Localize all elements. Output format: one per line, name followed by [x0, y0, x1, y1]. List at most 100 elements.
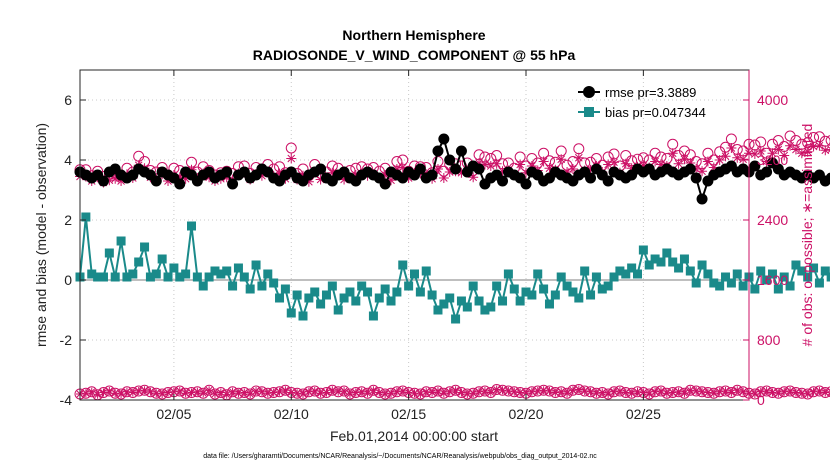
low-assimilated-point: [727, 388, 736, 397]
low-assimilated-point: [345, 390, 354, 398]
low-assimilated-point: [111, 389, 120, 398]
rmse-point: [174, 178, 186, 190]
low-possible-point: [485, 387, 497, 398]
bias-point: [145, 272, 155, 282]
bias-point: [116, 236, 126, 246]
bias-point: [251, 260, 261, 270]
bias-point: [204, 272, 214, 282]
bias-point: [767, 269, 777, 279]
assimilated-obs-point: [667, 148, 678, 159]
y-tick-label-left: -2: [60, 332, 73, 348]
bias-point: [433, 305, 443, 315]
low-assimilated-point: [205, 386, 214, 395]
low-assimilated-point: [193, 387, 202, 396]
low-assimilated-point: [128, 388, 137, 397]
y-tick-label-right: 2400: [757, 212, 788, 228]
low-assimilated-point: [768, 388, 777, 397]
rmse-point: [690, 172, 702, 184]
y-tick-label-left: 6: [64, 92, 72, 108]
low-assimilated-point: [93, 390, 102, 399]
low-assimilated-point: [87, 387, 96, 396]
bias-point: [87, 269, 97, 279]
bias-point: [474, 296, 484, 306]
legend-rmse-label: rmse pr=3.3889: [605, 85, 696, 100]
assimilated-obs-point: [691, 164, 702, 174]
low-possible-point: [367, 384, 379, 396]
assimilated-obs-point: [702, 156, 713, 167]
low-assimilated-point: [486, 388, 495, 397]
bias-point: [809, 263, 819, 273]
low-assimilated-point: [164, 388, 173, 397]
rmse-point: [315, 163, 327, 175]
footnote: data file: /Users/gharamti/Documents/NCA…: [203, 453, 597, 460]
low-assimilated-point: [451, 386, 460, 395]
low-assimilated-point: [457, 388, 466, 397]
assimilated-obs-point: [650, 156, 661, 167]
low-assimilated-point: [809, 387, 818, 396]
possible-obs-point: [825, 135, 830, 146]
bias-point: [533, 269, 543, 279]
low-assimilated-point: [615, 387, 624, 395]
assimilated-obs-point: [609, 157, 620, 168]
low-assimilated-point: [662, 389, 671, 398]
bias-point: [820, 266, 830, 276]
assimilated-obs-point: [339, 174, 350, 185]
bias-point: [298, 311, 308, 321]
assimilated-obs-point: [444, 167, 455, 177]
bias-point: [439, 299, 449, 309]
low-assimilated-point: [310, 387, 319, 395]
bias-point: [451, 314, 461, 324]
bias-point: [122, 272, 132, 282]
low-assimilated-point: [99, 388, 108, 397]
low-possible-point: [86, 386, 98, 398]
bias-point: [368, 311, 378, 321]
low-assimilated-point: [651, 387, 660, 396]
bias-point: [327, 281, 337, 291]
rmse-point: [585, 172, 597, 184]
low-assimilated-point: [774, 389, 783, 398]
low-assimilated-point: [545, 387, 554, 395]
low-assimilated-point: [539, 386, 548, 395]
axes-layer: 02/05 02/10 02/15 02/20 02/25 -4 -2 0 2 4 6 0 800 160…: [60, 69, 788, 422]
bias-point: [668, 257, 678, 267]
assimilated-obs-point: [779, 150, 790, 161]
bias-point: [750, 284, 760, 294]
assimilated-obs-point: [556, 154, 567, 165]
rmse-point: [602, 175, 614, 187]
bias-point: [386, 296, 396, 306]
x-tick-label: 02/20: [508, 406, 543, 422]
low-assimilated-point: [621, 388, 630, 397]
low-possible-point: [802, 388, 814, 400]
assimilated-obs-point: [773, 144, 784, 155]
y-tick-label-left: 2: [64, 212, 72, 228]
legend-bias-label: bias pr=0.047344: [605, 105, 706, 120]
bias-point: [773, 284, 783, 294]
low-assimilated-point: [169, 387, 178, 396]
assimilated-obs-point: [174, 172, 185, 183]
assimilated-obs-point: [474, 158, 485, 168]
assimilated-obs-point: [802, 146, 813, 157]
bias-point: [339, 293, 349, 303]
low-assimilated-point: [275, 387, 284, 396]
low-assimilated-point: [257, 387, 266, 396]
bias-point: [597, 284, 607, 294]
bias-point: [580, 266, 590, 276]
low-assimilated-point: [234, 389, 243, 398]
low-assimilated-point: [392, 387, 401, 396]
bias-point: [544, 299, 554, 309]
low-assimilated-point: [369, 386, 378, 395]
bias-point: [486, 302, 496, 312]
bias-point: [779, 272, 789, 282]
low-assimilated-point: [269, 388, 278, 397]
low-assimilated-point: [228, 387, 237, 396]
y-tick-label-right: 3200: [757, 152, 788, 168]
low-possible-point: [362, 387, 374, 399]
bias-point: [380, 284, 390, 294]
assimilated-obs-point: [620, 158, 631, 169]
assimilated-obs-point: [626, 163, 637, 174]
bias-point: [615, 266, 625, 276]
bias-point: [726, 278, 736, 288]
bias-point: [151, 269, 161, 279]
assimilated-obs-point: [110, 173, 121, 184]
rmse-point: [684, 163, 696, 175]
